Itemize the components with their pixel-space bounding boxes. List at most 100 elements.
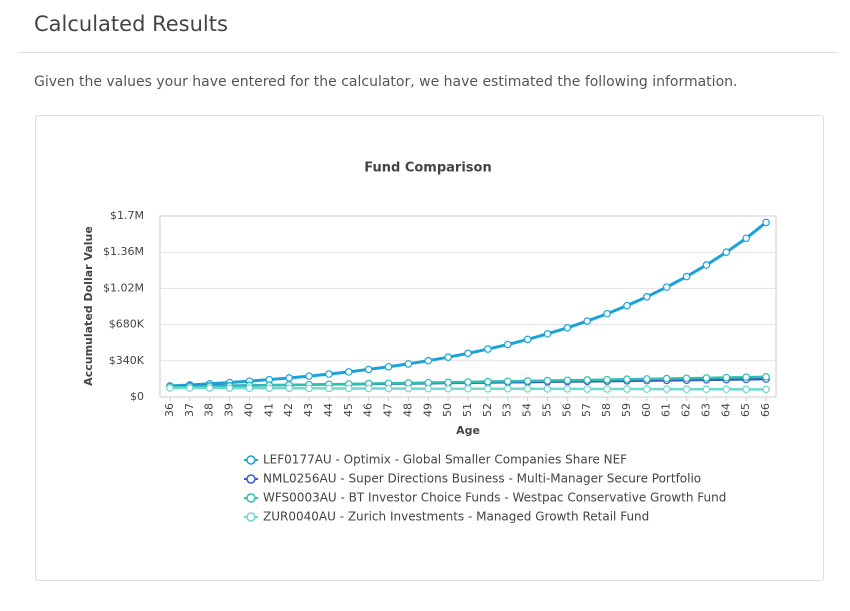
- y-tick-label: $1.7M: [110, 209, 144, 222]
- divider: [18, 52, 838, 53]
- point: [523, 335, 532, 344]
- x-tick-label: 39: [223, 403, 236, 417]
- point: [742, 234, 750, 243]
- x-tick-label: 65: [739, 403, 752, 417]
- x-tick-label: 58: [600, 403, 613, 417]
- x-tick-label: 48: [401, 403, 414, 417]
- point: [623, 375, 631, 384]
- point: [702, 385, 711, 394]
- point: [484, 385, 492, 393]
- point: [344, 368, 353, 376]
- point: [662, 374, 671, 383]
- x-tick-label: 46: [362, 403, 375, 417]
- x-tick-label: 42: [282, 403, 295, 417]
- legend-marker: [246, 493, 256, 503]
- point: [484, 377, 492, 386]
- point: [464, 349, 472, 358]
- point: [325, 384, 333, 393]
- point: [503, 340, 512, 349]
- point: [662, 385, 671, 393]
- x-tick-label: 37: [183, 403, 196, 417]
- point: [543, 330, 552, 338]
- point: [225, 384, 234, 392]
- point: [464, 378, 472, 386]
- x-tick-label: 43: [302, 403, 315, 417]
- point: [583, 376, 592, 384]
- legend-label: NML0256AU - Super Directions Business - …: [263, 472, 701, 486]
- x-axis-label: Age: [456, 424, 480, 437]
- point: [762, 372, 770, 381]
- point: [285, 374, 293, 382]
- point: [623, 385, 631, 393]
- y-tick-label: $340K: [109, 354, 145, 367]
- point: [643, 385, 651, 393]
- intro-text: Given the values your have entered for t…: [34, 74, 738, 90]
- point: [503, 385, 512, 393]
- legend-marker: [246, 455, 256, 465]
- point: [742, 373, 750, 381]
- point: [424, 378, 433, 387]
- point: [285, 384, 293, 393]
- x-tick-label: 60: [640, 403, 653, 417]
- x-tick-label: 45: [342, 403, 355, 417]
- point: [523, 385, 532, 393]
- x-tick-label: 57: [580, 403, 593, 417]
- point: [543, 385, 552, 393]
- x-tick-label: 64: [719, 403, 732, 417]
- point: [424, 384, 433, 393]
- legend-label: WFS0003AU - BT Investor Choice Funds - W…: [263, 491, 726, 505]
- y-axis-label: Accumulated Dollar Value: [82, 226, 95, 386]
- point: [503, 377, 512, 386]
- point: [265, 384, 274, 393]
- point: [742, 385, 750, 394]
- point: [682, 385, 691, 394]
- point: [603, 309, 611, 318]
- point: [563, 323, 572, 332]
- x-tick-label: 49: [421, 403, 434, 417]
- x-tick-label: 38: [203, 403, 216, 417]
- point: [643, 293, 651, 301]
- point: [444, 378, 452, 387]
- x-tick-label: 59: [620, 403, 633, 417]
- point: [186, 384, 194, 392]
- legend-marker: [246, 474, 256, 484]
- point: [166, 384, 174, 392]
- y-tick-label: $1.36M: [103, 245, 144, 258]
- point: [543, 376, 552, 385]
- point: [364, 384, 373, 393]
- y-tick-label: $680K: [109, 318, 145, 331]
- y-tick-label: $1.02M: [103, 281, 144, 294]
- chart-title: Fund Comparison: [364, 161, 491, 176]
- point: [623, 301, 631, 310]
- point: [682, 374, 691, 383]
- x-tick-label: 61: [660, 403, 673, 417]
- point: [245, 384, 254, 392]
- point: [682, 272, 691, 281]
- plot-border: [159, 215, 777, 398]
- point: [662, 283, 671, 291]
- point: [722, 373, 731, 382]
- point: [364, 365, 373, 374]
- x-tick-label: 52: [481, 403, 494, 417]
- point: [384, 384, 393, 393]
- point: [404, 360, 413, 368]
- x-tick-label: 50: [441, 403, 454, 417]
- point: [325, 370, 333, 378]
- point: [583, 385, 592, 393]
- point: [643, 375, 651, 383]
- point: [305, 384, 313, 393]
- x-tick-label: 62: [680, 403, 693, 417]
- x-tick-label: 55: [540, 403, 553, 417]
- point: [305, 372, 313, 380]
- point: [603, 385, 611, 393]
- point: [563, 376, 572, 385]
- point: [563, 385, 572, 393]
- x-tick-label: 36: [163, 403, 176, 417]
- chart-card: [35, 115, 824, 581]
- legend-label: LEF0177AU - Optimix - Global Smaller Com…: [263, 453, 627, 467]
- x-tick-label: 63: [699, 403, 712, 417]
- legend-marker: [246, 512, 256, 522]
- point: [583, 317, 592, 325]
